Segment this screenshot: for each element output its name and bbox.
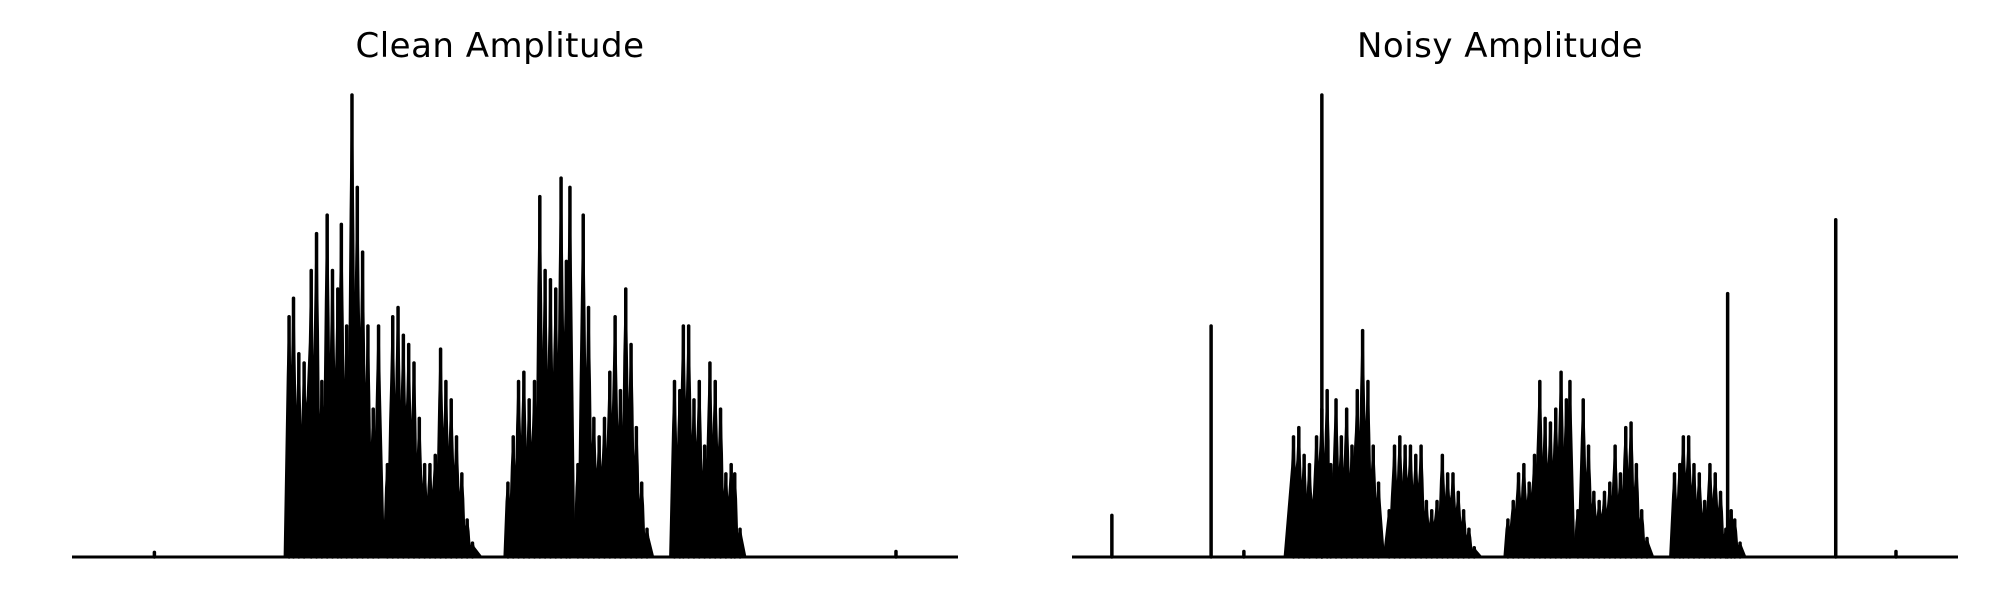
clean-amplitude-title: Clean Amplitude [355, 26, 645, 66]
clean-amplitude-panel: Clean Amplitude [72, 26, 958, 559]
noisy-amplitude-plot [1072, 93, 1958, 559]
noisy-amplitude-title: Noisy Amplitude [1356, 26, 1644, 66]
clean-amplitude-plot [72, 93, 958, 559]
noisy-amplitude-panel: Noisy Amplitude [1000, 0, 2000, 600]
